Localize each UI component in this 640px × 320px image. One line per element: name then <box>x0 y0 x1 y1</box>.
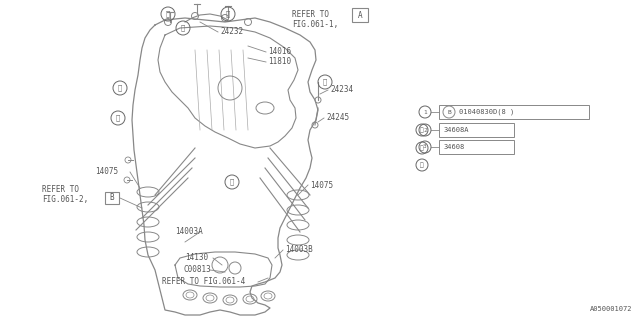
Text: B: B <box>109 194 115 203</box>
Text: REFER TO: REFER TO <box>292 10 329 19</box>
Bar <box>105 192 119 204</box>
Text: ②: ② <box>420 145 424 151</box>
Text: 14003A: 14003A <box>175 228 203 236</box>
Text: 14075: 14075 <box>310 180 333 189</box>
Text: ②: ② <box>181 25 185 31</box>
Text: ③: ③ <box>116 115 120 121</box>
Text: FIG.061-1,: FIG.061-1, <box>292 20 339 29</box>
Text: ①: ① <box>226 11 230 17</box>
Bar <box>439 123 514 137</box>
Text: ①: ① <box>230 179 234 185</box>
Text: ①: ① <box>323 79 327 85</box>
Bar <box>439 105 589 119</box>
Bar <box>352 8 368 22</box>
Text: 11810: 11810 <box>268 58 291 67</box>
Text: 24234: 24234 <box>330 85 353 94</box>
Bar <box>439 140 514 154</box>
Text: REFER TO FIG.061-4: REFER TO FIG.061-4 <box>162 277 245 286</box>
Text: 3: 3 <box>423 145 427 149</box>
Text: 1: 1 <box>423 109 427 115</box>
Text: C00813: C00813 <box>183 266 211 275</box>
Text: 01040830D(8 ): 01040830D(8 ) <box>459 109 515 115</box>
Text: ③: ③ <box>420 162 424 168</box>
Text: 14003B: 14003B <box>285 245 313 254</box>
Text: A: A <box>358 11 362 20</box>
Text: ①: ① <box>420 127 424 133</box>
Text: FIG.061-2,: FIG.061-2, <box>42 195 88 204</box>
Text: 34608: 34608 <box>444 144 465 150</box>
Text: 2: 2 <box>423 127 427 132</box>
Text: 34608A: 34608A <box>444 127 470 133</box>
Text: 24232: 24232 <box>220 28 243 36</box>
Text: ①: ① <box>166 11 170 17</box>
Text: B: B <box>447 109 451 115</box>
Text: 14130: 14130 <box>185 253 208 262</box>
Text: A050001072: A050001072 <box>589 306 632 312</box>
Text: REFER TO: REFER TO <box>42 185 79 194</box>
Text: 14075: 14075 <box>95 167 118 177</box>
Text: 14016: 14016 <box>268 47 291 57</box>
Text: 24245: 24245 <box>326 114 349 123</box>
Text: ①: ① <box>118 85 122 91</box>
